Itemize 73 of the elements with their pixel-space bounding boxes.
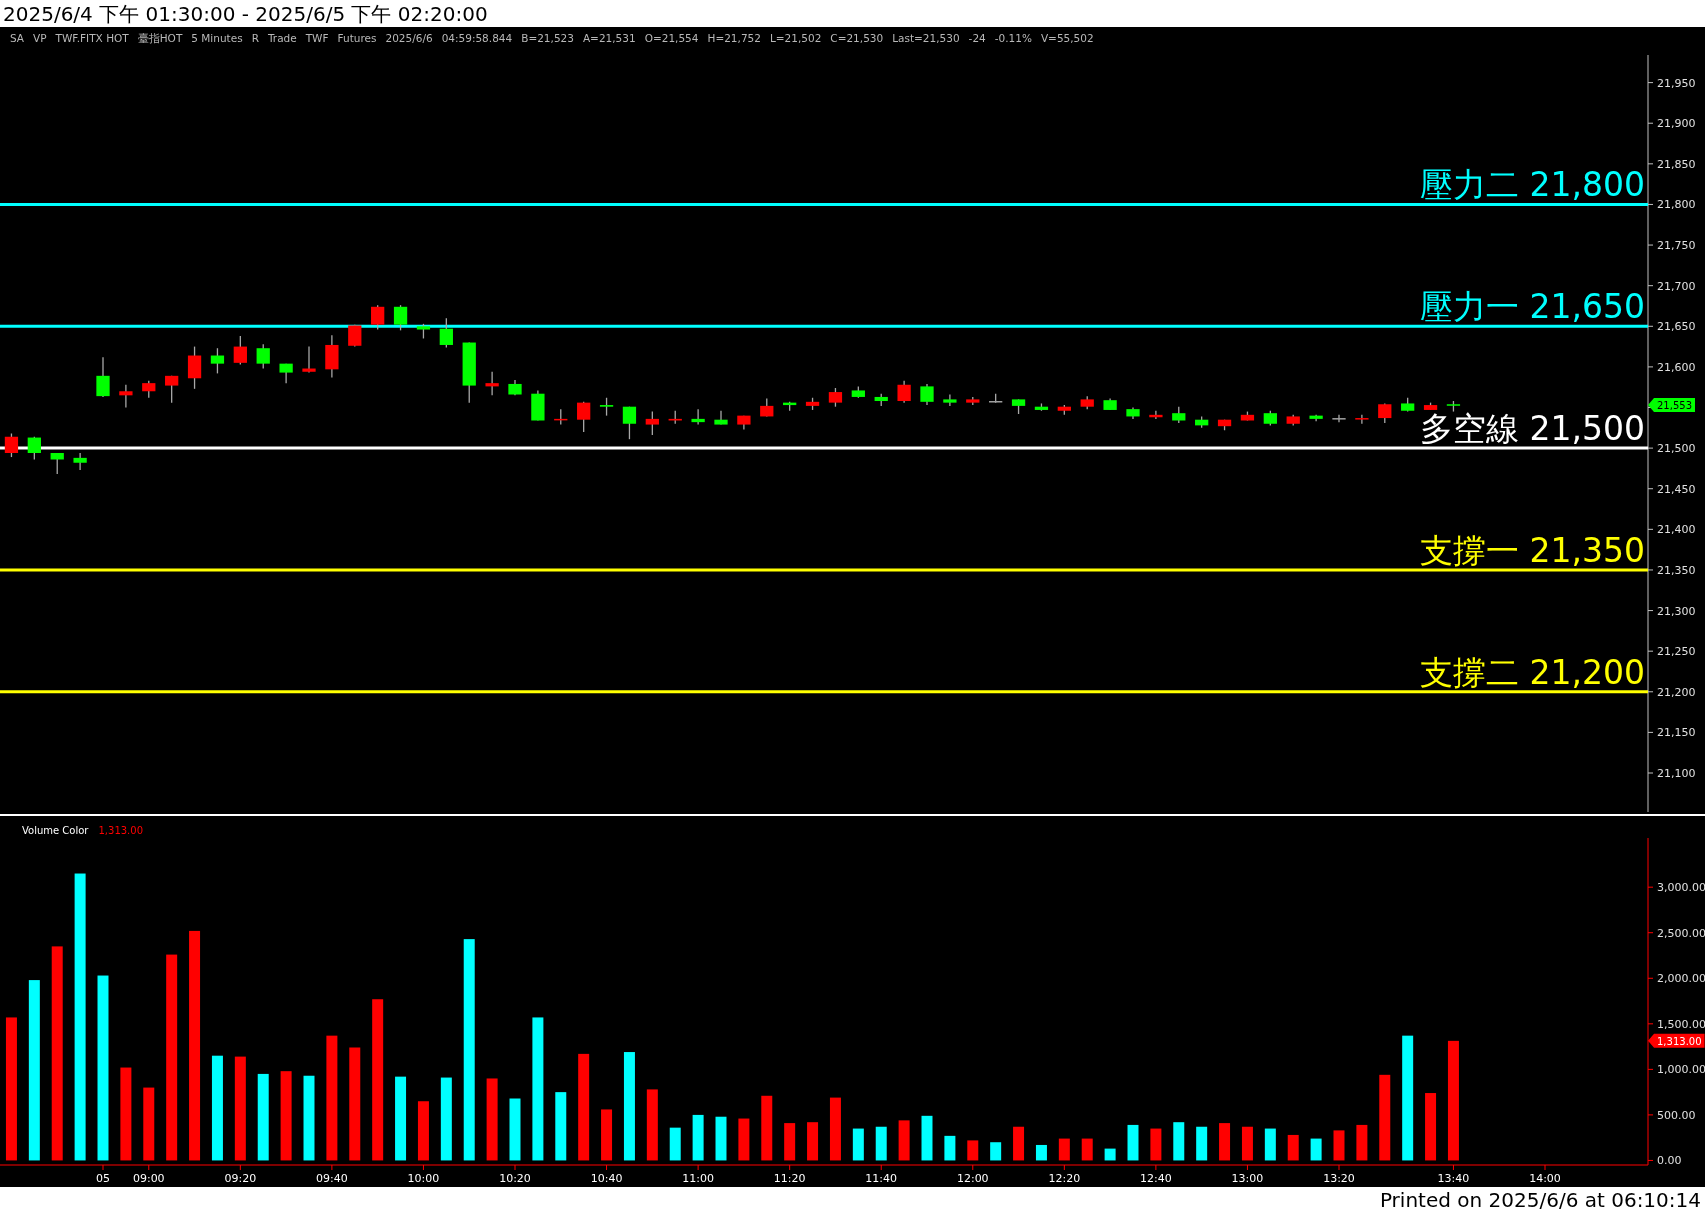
text: 1,313.00 xyxy=(98,825,144,836)
text: C=21,530 xyxy=(830,32,884,44)
text: -0.11% xyxy=(994,32,1032,44)
text: R xyxy=(251,32,259,44)
text: 04:59:58.844 xyxy=(441,32,513,44)
y-tick-label: 21,850 xyxy=(1657,157,1696,171)
ref-line-label: 多空線 21,500 xyxy=(1420,409,1645,449)
text: V=55,502 xyxy=(1040,32,1094,44)
y-tick-label: 21,250 xyxy=(1657,645,1696,659)
x-tick-label: 14:00 xyxy=(1529,1172,1561,1185)
y-tick-label: 21,950 xyxy=(1657,76,1696,90)
y-tick-label: 0.00 xyxy=(1657,1154,1682,1168)
x-tick-label: 10:00 xyxy=(407,1172,440,1185)
y-tick-label: 21,650 xyxy=(1657,320,1696,334)
x-tick-label: 10:20 xyxy=(499,1172,531,1185)
y-tick-label: 21,200 xyxy=(1657,685,1696,699)
y-tick-label: 2,500.00 xyxy=(1657,926,1705,940)
text: H=21,752 xyxy=(707,32,761,44)
y-tick-label: 500.00 xyxy=(1657,1108,1696,1122)
x-tick-label: 13:00 xyxy=(1231,1172,1264,1185)
ref-line-label: 壓力一 21,650 xyxy=(1420,287,1645,327)
x-tick-label: 13:40 xyxy=(1437,1172,1470,1185)
y-tick-label: 1,500.00 xyxy=(1657,1017,1705,1031)
y-tick-label: 21,750 xyxy=(1657,239,1696,253)
text: 21,553 xyxy=(1657,400,1692,412)
ref-line-label: 壓力二 21,800 xyxy=(1420,165,1645,205)
text: L=21,502 xyxy=(769,32,822,44)
text: 1,313.00 xyxy=(1657,1035,1702,1047)
y-tick-label: 1,000.00 xyxy=(1657,1063,1705,1077)
chart-title: Volume Color xyxy=(22,825,90,836)
text: O=21,554 xyxy=(644,32,699,44)
x-tick-label: 12:40 xyxy=(1140,1172,1172,1185)
x-tick-label: 09:20 xyxy=(224,1172,257,1185)
y-tick-label: 2,000.00 xyxy=(1657,972,1705,986)
ref-line-label: 支撐一 21,350 xyxy=(1420,530,1645,570)
text: B=21,523 xyxy=(521,32,574,44)
chart-title: 2025/6/4 下午 01:30:00 - 2025/6/5 下午 02:20:00 xyxy=(3,2,488,26)
text: Last=21,530 xyxy=(892,32,960,44)
ref-line-label: 支撐二 21,200 xyxy=(1420,652,1645,692)
text: 臺指HOT xyxy=(137,32,183,44)
text: Trade xyxy=(266,32,297,44)
y-tick-label: 21,150 xyxy=(1657,726,1696,740)
x-tick-label: 09:00 xyxy=(132,1172,165,1185)
y-tick-label: 21,800 xyxy=(1657,198,1696,212)
text: 2025/6/6 xyxy=(385,32,433,44)
text: TWF.FITX HOT xyxy=(54,32,130,44)
x-tick-label: 05 xyxy=(96,1172,110,1185)
text: SA xyxy=(10,32,25,44)
x-tick-label: 13:20 xyxy=(1323,1172,1355,1185)
y-tick-label: 21,400 xyxy=(1657,523,1696,537)
text: A=21,531 xyxy=(582,32,636,44)
text: -24 xyxy=(968,32,987,44)
x-tick-label: 12:20 xyxy=(1048,1172,1081,1185)
text: TWF xyxy=(304,32,329,44)
y-tick-label: 21,700 xyxy=(1657,279,1696,293)
y-tick-label: 21,500 xyxy=(1657,442,1696,456)
text: VP xyxy=(33,32,47,44)
text: Printed on 2025/6/6 at 06:10:14 xyxy=(1379,1188,1701,1211)
x-tick-label: 09:40 xyxy=(316,1172,348,1185)
x-tick-label: 11:00 xyxy=(682,1172,714,1185)
y-tick-label: 21,100 xyxy=(1657,767,1696,781)
text: 5 Minutes xyxy=(191,32,243,44)
text: Futures xyxy=(337,32,377,44)
y-tick-label: 21,900 xyxy=(1657,117,1696,131)
y-tick-label: 3,000.00 xyxy=(1657,881,1705,895)
x-tick-label: 11:40 xyxy=(865,1172,898,1185)
y-tick-label: 21,350 xyxy=(1657,563,1696,577)
y-tick-label: 21,300 xyxy=(1657,604,1696,618)
x-tick-label: 10:40 xyxy=(590,1172,623,1185)
y-tick-label: 21,600 xyxy=(1657,360,1696,374)
x-tick-label: 11:20 xyxy=(773,1172,806,1185)
y-tick-label: 21,450 xyxy=(1657,482,1696,496)
x-tick-label: 12:00 xyxy=(956,1172,989,1185)
